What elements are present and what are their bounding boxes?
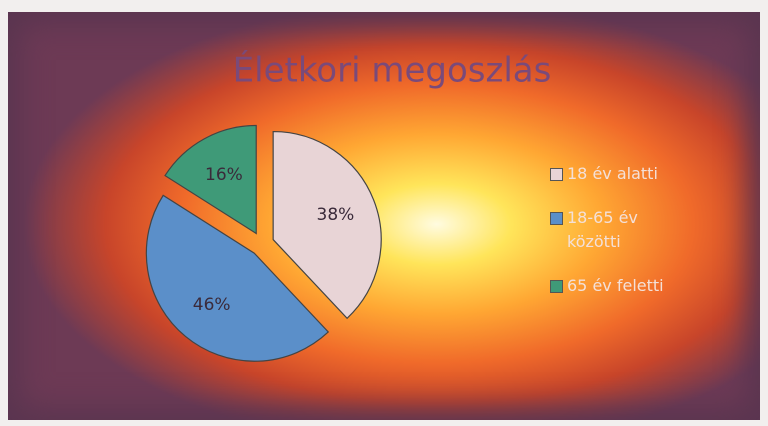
pie-slice: [145, 194, 330, 362]
legend-item: 65 év feletti: [550, 274, 710, 298]
legend: 18 év alatti 18-65 év közötti 65 év felett…: [550, 162, 710, 318]
data-label: 46%: [193, 295, 231, 315]
pie-slice: [272, 130, 382, 320]
legend-swatch: [550, 168, 563, 181]
data-label: 16%: [205, 165, 243, 185]
legend-swatch: [550, 280, 563, 293]
chart-title: Életkori megoszlás: [233, 50, 552, 91]
pie-slice: [164, 124, 257, 235]
legend-label: 65 év feletti: [567, 276, 664, 295]
legend-swatch: [550, 212, 563, 225]
data-label: 38%: [317, 205, 355, 225]
legend-item: 18-65 év közötti: [550, 206, 710, 254]
chart-area: [8, 12, 760, 420]
legend-item: 18 év alatti: [550, 162, 710, 186]
legend-label: 18-65 év közötti: [567, 208, 638, 251]
legend-label: 18 év alatti: [567, 164, 658, 183]
